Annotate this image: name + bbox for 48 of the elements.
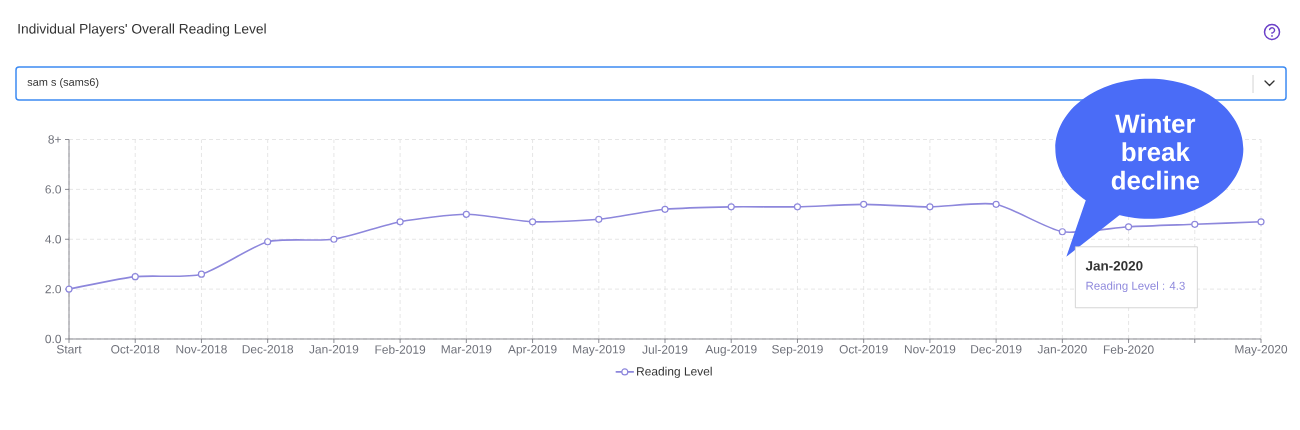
- point: [131, 273, 139, 281]
- x-tick-label: Nov-2018: [176, 345, 227, 354]
- annotation: Jan-2020: [1085, 261, 1143, 271]
- x-tick-label: Feb-2019: [375, 345, 426, 354]
- y-tick-label: 4.0: [45, 235, 62, 244]
- x-tick-label: Oct-2018: [111, 345, 160, 354]
- point: [264, 238, 272, 246]
- y-tick-label: 2.0: [45, 284, 62, 294]
- x-tick-label: Jan-2020: [1037, 345, 1087, 354]
- x-tick-label: Feb-2020: [1103, 345, 1154, 354]
- x-tick-label: Jan-2019: [309, 345, 359, 354]
- annotation: Reading Level : 4.3: [1086, 281, 1185, 293]
- x-tick-label: Nov-2019: [904, 345, 956, 354]
- point: [661, 205, 669, 213]
- point: [528, 218, 537, 226]
- x-tick-label: Apr-2019: [507, 345, 557, 356]
- point: [860, 200, 868, 208]
- point: [197, 270, 206, 278]
- x-tick-label: Mar-2019: [441, 345, 492, 354]
- annotation: Winter break decline: [1111, 113, 1200, 190]
- x-tick-label: May-2019: [573, 345, 625, 356]
- point: [1058, 228, 1066, 236]
- chart-title: Individual Players' Overall Reading Level: [18, 23, 266, 37]
- point: [793, 203, 802, 211]
- text: sam s (sams6): [27, 77, 99, 89]
- point: [1124, 223, 1133, 231]
- point: [992, 200, 1000, 208]
- x-tick-label: Dec-2018: [242, 345, 294, 354]
- x-tick-label: May-2020: [1235, 345, 1288, 356]
- point: [65, 285, 73, 293]
- point: [396, 218, 404, 226]
- legend-label: Reading Level: [637, 366, 712, 378]
- x-tick-label: Aug-2019: [705, 345, 757, 356]
- x-tick-label: Start: [56, 345, 82, 354]
- point: [926, 203, 934, 211]
- point: [330, 235, 338, 243]
- x-tick-label: Jul-2019: [642, 345, 688, 354]
- point: [1191, 220, 1199, 228]
- point: [727, 203, 735, 211]
- point: [595, 215, 603, 223]
- y-tick-label: 6.0: [45, 185, 62, 194]
- point: [1257, 218, 1265, 226]
- x-tick-label: Sep-2019: [772, 345, 823, 356]
- y-tick-label: 8+: [48, 135, 61, 144]
- x-tick-label: Oct-2019: [839, 345, 888, 354]
- x-tick-label: Dec-2019: [971, 345, 1022, 354]
- point: [462, 210, 470, 218]
- y-tick-label: 0.0: [45, 334, 62, 344]
